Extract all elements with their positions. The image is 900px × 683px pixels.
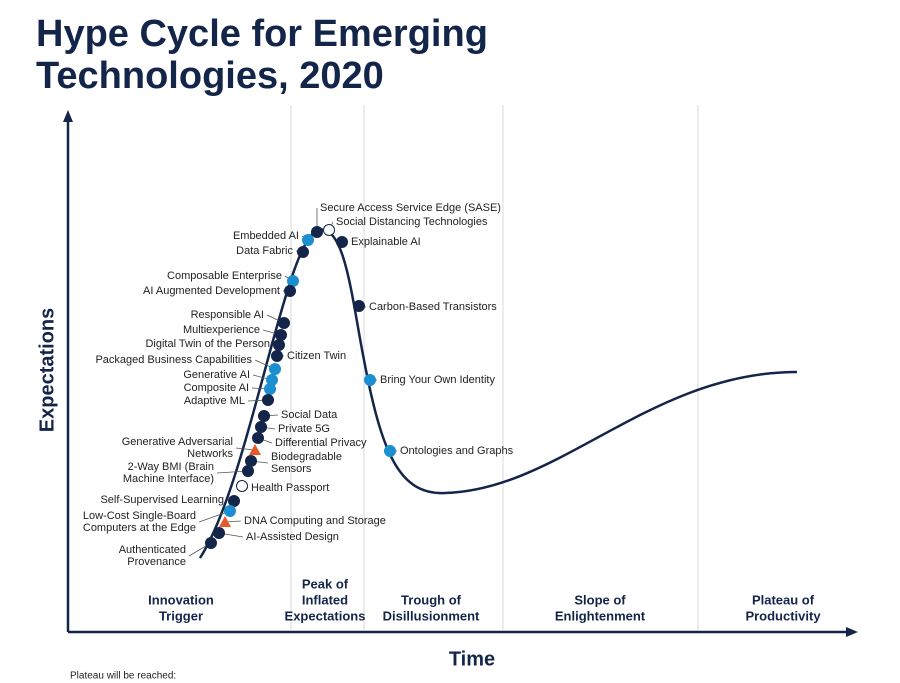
technology-label: Computers at the Edge bbox=[83, 522, 196, 534]
title-line: Hype Cycle for Emerging bbox=[36, 13, 488, 55]
technology-marker bbox=[302, 234, 314, 246]
technology-label: Bring Your Own Identity bbox=[380, 374, 495, 386]
technology-label: Composable Enterprise bbox=[167, 270, 282, 282]
phase-label: Innovation bbox=[148, 592, 214, 607]
leader-line bbox=[235, 447, 256, 451]
technology-marker bbox=[264, 383, 276, 395]
technology-label: Generative Adversarial bbox=[122, 436, 233, 448]
technology-marker bbox=[262, 394, 274, 406]
technology-marker bbox=[249, 444, 261, 455]
phase-label: Enlightenment bbox=[555, 608, 646, 623]
technology-marker bbox=[269, 363, 281, 375]
technology-marker bbox=[271, 350, 283, 362]
hype-curve bbox=[198, 228, 798, 559]
phase-label: Disillusionment bbox=[383, 608, 480, 623]
technology-marker bbox=[275, 329, 287, 341]
technology-label: Networks bbox=[187, 448, 233, 460]
technology-label: Provenance bbox=[127, 556, 186, 568]
technology-label: Secure Access Service Edge (SASE) bbox=[320, 202, 501, 214]
technology-marker bbox=[384, 445, 396, 457]
technology-label: Social Data bbox=[281, 409, 338, 421]
technology-label: Authenticated bbox=[119, 544, 186, 556]
phase-label: Inflated bbox=[302, 592, 348, 607]
technology-label: Sensors bbox=[271, 463, 312, 475]
title-line: Technologies, 2020 bbox=[36, 55, 384, 97]
technology-marker bbox=[236, 480, 248, 492]
technology-label: AI-Assisted Design bbox=[246, 531, 339, 543]
technology-marker bbox=[252, 432, 264, 444]
phase-label: Plateau of bbox=[752, 592, 815, 607]
technology-marker bbox=[258, 410, 270, 422]
technology-label: DNA Computing and Storage bbox=[244, 515, 386, 527]
technology-marker bbox=[364, 374, 376, 386]
phase-dividers bbox=[290, 105, 699, 630]
phase-label: Expectations bbox=[285, 608, 366, 623]
technology-label: Low-Cost Single-Board bbox=[83, 510, 196, 522]
technology-label: Health Passport bbox=[251, 482, 329, 494]
technology-marker bbox=[311, 226, 323, 238]
technology-marker bbox=[224, 505, 236, 517]
technology-marker bbox=[228, 495, 240, 507]
technology-marker bbox=[205, 537, 217, 549]
technology-label: Data Fabric bbox=[236, 245, 293, 257]
technology-label: Biodegradable bbox=[271, 451, 342, 463]
y-axis-label: Expectations bbox=[36, 308, 58, 432]
technology-marker bbox=[353, 300, 365, 312]
technology-marker bbox=[284, 285, 296, 297]
technology-label: Machine Interface) bbox=[123, 473, 214, 485]
technology-marker bbox=[297, 246, 309, 258]
technology-marker bbox=[287, 275, 299, 287]
technology-label: Self-Supervised Learning bbox=[100, 494, 224, 506]
x-arrow bbox=[846, 627, 858, 637]
phase-label: Slope of bbox=[574, 592, 626, 607]
technology-marker bbox=[273, 339, 285, 351]
technology-label: Differential Privacy bbox=[275, 437, 367, 449]
footer: Plateau will be reached: bbox=[70, 671, 176, 682]
technology-marker bbox=[213, 527, 225, 539]
technology-label: Generative AI bbox=[183, 369, 250, 381]
technology-marker bbox=[245, 455, 257, 467]
technology-label: Adaptive ML bbox=[184, 395, 245, 407]
x-axis-label: Time bbox=[449, 648, 495, 670]
technology-label: Explainable AI bbox=[351, 236, 421, 248]
technology-label: Packaged Business Capabilities bbox=[95, 354, 252, 366]
technology-label: Citizen Twin bbox=[287, 350, 346, 362]
technology-label: Responsible AI bbox=[191, 309, 264, 321]
technology-marker bbox=[323, 224, 335, 236]
phase-label: Peak of bbox=[302, 576, 349, 591]
phase-label: Trough of bbox=[401, 592, 462, 607]
technology-label: Social Distancing Technologies bbox=[336, 216, 488, 228]
technology-label: AI Augmented Development bbox=[143, 285, 280, 297]
technology-marker bbox=[242, 465, 254, 477]
technology-label: Ontologies and Graphs bbox=[400, 445, 514, 457]
technology-label: Multiexperience bbox=[183, 324, 260, 336]
phase-label: Trigger bbox=[159, 608, 203, 623]
technology-marker bbox=[278, 317, 290, 329]
technology-marker bbox=[255, 421, 267, 433]
technology-label: Composite AI bbox=[184, 382, 249, 394]
technology-label: Private 5G bbox=[278, 423, 330, 435]
technology-label: Embedded AI bbox=[233, 230, 299, 242]
technology-label: 2-Way BMI (Brain bbox=[128, 461, 214, 473]
phase-label: Productivity bbox=[745, 608, 821, 623]
y-arrow bbox=[63, 110, 73, 122]
technology-label: Carbon-Based Transistors bbox=[369, 301, 497, 313]
technology-marker bbox=[336, 236, 348, 248]
technology-marker bbox=[219, 516, 231, 527]
technology-label: Digital Twin of the Person bbox=[145, 338, 270, 350]
